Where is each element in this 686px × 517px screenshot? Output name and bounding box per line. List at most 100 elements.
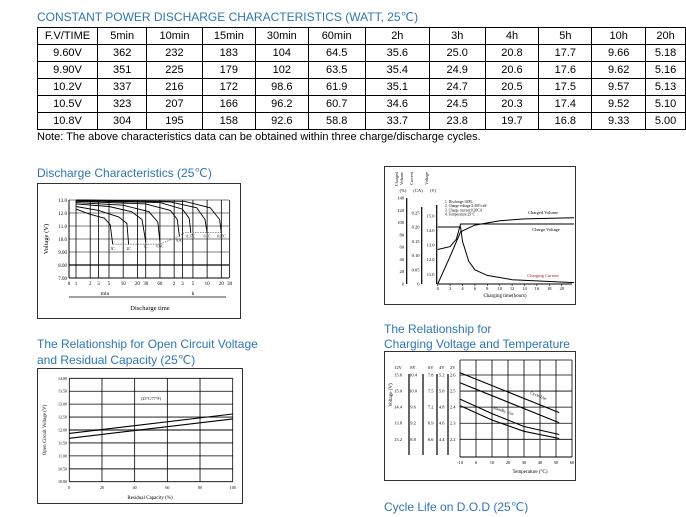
y-tick-label: 15.0 [394,389,403,394]
charge-voltage-curve [437,223,575,250]
x-tick-label: 60 [157,282,163,287]
table-row: 10.5V 323 207 166 96.2 60.7 34.6 24.5 20.3 17.4 9.… [36,95,686,113]
x-tick-label: 20 [506,460,511,465]
v-tick-label: 11.0 [427,272,435,277]
y-tick-label: 4.4 [439,437,445,442]
x-tick-label: 40 [133,485,137,490]
axis-header-label: Volume [399,172,404,185]
table-cell: 5.00 [645,112,686,130]
discharge-curve-3C [75,208,114,245]
axis-header-label: Voltage [424,172,429,185]
table-cell: 24.7 [428,78,486,96]
cycle-use-label: Cycle Use [530,390,548,401]
ocv-heading-line1: The Relationship for Open Circuit Voltag… [37,337,258,351]
discharge-heading: Discharge Characteristics (25℃) [37,166,212,180]
y-tick-label: 14.4 [394,405,403,410]
y-tick-label: 10.0 [409,389,418,394]
x-axis-label: Charging time(hours) [483,294,526,299]
cutoff-voltage-line [112,232,222,245]
charging-heading-line2: Charging Voltage and Temperature [384,337,570,351]
x-tick-label: 20 [100,485,104,490]
discharge-curve-0.1C [75,199,208,233]
axis-header-label: Current [409,171,414,185]
discharge-curve-0.6C [75,202,161,242]
x-tick-label: 20 [219,282,225,287]
pct-tick-label: 80 [400,232,405,237]
table-cell: 10.5V [36,95,99,113]
y-tick-label: 2.2 [450,437,456,442]
y-tick-label: 10.4 [409,373,418,378]
charged-volume-label: Charged Volume [528,210,558,215]
table-cell: 5.16 [645,61,686,79]
table-cell: 9.33 [591,112,647,130]
curve-label: 3C [111,247,116,251]
y-tick-label: 7.00 [58,277,67,282]
discharge-curve-0.3C [75,200,180,237]
pct-tick-label: 100 [397,220,405,225]
x-tick-label: -10 [457,460,464,465]
x-tick-label: 2 [173,282,176,287]
x-tick-label: 0 [437,286,440,291]
x-tick-label: 1 [75,282,78,287]
charge-voltage-label: Charge Voltage [532,227,560,232]
y-tick-label: 13.2 [394,437,402,442]
temperature-chart-frame [384,351,576,481]
table-cell: 158 [201,112,257,130]
y-axis-label: Open Circuit Voltage (V) [43,404,48,455]
x-tick-label: 2 [89,282,92,287]
charged-volume-curve [437,217,575,285]
x-tick-label: 8 [486,286,489,291]
x-tick-label: 10 [121,282,127,287]
pct-tick-label: 0 [402,282,405,287]
table-cell: 92.6 [255,112,309,130]
y-column-label: 4V [439,365,445,370]
charging-note: 3. Charge current:0.20CA [445,208,483,212]
y-tick-label: 7.2 [428,405,434,410]
table-cell: 5.18 [645,44,686,62]
v-tick-label: 14.0 [427,228,436,233]
table-cell: 25.0 [428,44,486,62]
table-cell: 23.8 [428,112,486,130]
y-tick-label: 12.50 [58,415,67,420]
x-tick-label: 30 [143,282,149,287]
ocv-line [69,413,233,434]
ocv-chart-frame [37,368,243,504]
x-tick-label: 0 [475,460,478,465]
ca-tick-label: 0.10 [412,253,421,258]
y-tick-label: 6.6 [428,437,434,442]
y-tick-label: 15.6 [394,373,403,378]
y-tick-label: 13.00 [58,402,67,407]
y-tick-label: 11.00 [58,453,67,458]
y-tick-label: 5.2 [439,373,445,378]
pct-tick-label: 60 [400,245,405,250]
x-tick-label: 0 [68,485,70,490]
y-tick-label: 6.9 [428,421,434,426]
table-header-row: F.V/TIME 5min 10min 15min 30min 60min 2h 3h 4h 5h… [36,27,686,45]
y-tick-label: 8.8 [410,437,416,442]
x-tick-label: 10 [497,286,502,291]
x-group-label-min: min [101,291,110,297]
x-tick-label: 14 [522,286,527,291]
x-tick-label: 5 [108,282,111,287]
axis-unit-label: (%) [400,188,407,193]
v-tick-label: 15.0 [427,214,436,219]
table-cell: 34.6 [364,95,430,113]
y-axis-label: Voltage (V) [389,383,394,407]
x-tick-label: 10 [490,460,495,465]
y-column-label: 12V [394,365,403,370]
x-tick-label: 30 [227,282,233,287]
y-tick-label: 9.2 [410,421,416,426]
charging-chart-frame [384,166,576,305]
discharge-curve-1C [75,203,147,242]
table-row: 9.60V 362 232 183 104 64.5 35.6 25.0 20.8 17.7 9.6… [36,44,686,62]
pct-tick-label: 140 [397,196,405,201]
x-group-label-h: h [192,291,195,297]
charging-note: 4. Temperature:25°C [445,213,476,217]
power-discharge-table: F.V/TIME 5min 10min 15min 30min 60min 2h 3h 4h 5h… [36,27,686,130]
table-cell: 60min [307,27,366,45]
curve-label: 1C [144,245,149,249]
axis-header-label: Charged [394,171,399,186]
x-tick-label: 6 [474,286,477,291]
y-tick-label: 9.00 [58,251,67,256]
